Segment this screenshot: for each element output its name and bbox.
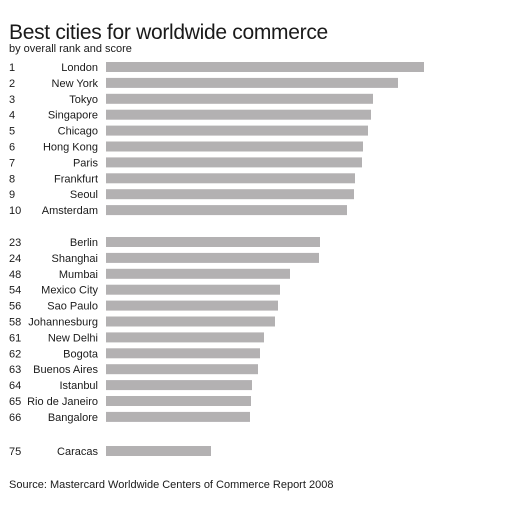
rank-label: 62: [9, 348, 21, 360]
rank-label: 4: [9, 110, 15, 122]
city-label: Buenos Aires: [33, 364, 98, 376]
rank-label: 3: [9, 94, 15, 106]
bar: [106, 396, 251, 406]
bar: [106, 446, 211, 456]
city-label: Bogota: [63, 348, 99, 360]
city-label: New York: [52, 78, 99, 90]
chart-subtitle: by overall rank and score: [9, 43, 132, 55]
rank-label: 1: [9, 62, 15, 74]
chart-title: Best cities for worldwide commerce: [9, 21, 328, 44]
source-note: Source: Mastercard Worldwide Centers of …: [9, 479, 334, 491]
bar: [106, 173, 355, 184]
city-label: Mexico City: [41, 285, 98, 297]
city-label: Johannesburg: [28, 317, 98, 329]
rank-label: 61: [9, 332, 21, 344]
city-label: Amsterdam: [42, 205, 98, 217]
bar: [106, 205, 347, 216]
bar: [106, 364, 258, 375]
rank-label: 6: [9, 142, 15, 154]
rank-label: 7: [9, 157, 15, 169]
rank-label: 65: [9, 396, 21, 408]
bar: [106, 316, 275, 327]
bar: [106, 77, 398, 88]
city-label: Caracas: [57, 446, 98, 458]
city-label: Berlin: [70, 237, 98, 249]
city-label: London: [61, 62, 98, 74]
bar: [106, 109, 371, 120]
city-label: New Delhi: [48, 332, 98, 344]
city-label: Sao Paulo: [47, 301, 98, 313]
rank-label: 63: [9, 364, 21, 376]
city-label: Shanghai: [52, 253, 99, 265]
rank-label: 58: [9, 317, 21, 329]
rank-label: 54: [9, 285, 21, 297]
rank-label: 24: [9, 253, 21, 265]
rank-label: 8: [9, 173, 15, 185]
city-label: Bangalore: [48, 412, 98, 424]
city-label: Mumbai: [59, 269, 98, 281]
rank-label: 66: [9, 412, 21, 424]
bar: [106, 380, 252, 391]
bar: [106, 141, 363, 152]
rank-label: 23: [9, 237, 21, 249]
bar: [106, 157, 362, 168]
bar: [106, 348, 260, 359]
city-label: Tokyo: [69, 94, 98, 106]
bar: [106, 189, 354, 200]
rank-label: 5: [9, 126, 15, 138]
city-label: Hong Kong: [43, 142, 98, 154]
bar: [106, 300, 278, 311]
bar: [106, 237, 320, 247]
bar: [106, 93, 373, 104]
city-label: Singapore: [48, 110, 98, 122]
rank-label: 56: [9, 301, 21, 313]
rank-label: 10: [9, 205, 21, 217]
rank-label: 2: [9, 78, 15, 90]
bar: [106, 411, 250, 422]
bar: [106, 332, 264, 343]
rank-label: 75: [9, 446, 21, 458]
rank-label: 64: [9, 380, 21, 392]
city-label: Istanbul: [59, 380, 98, 392]
city-label: Seoul: [70, 189, 98, 201]
rank-label: 9: [9, 189, 15, 201]
rank-label: 48: [9, 269, 21, 281]
city-label: Paris: [73, 157, 99, 169]
bar: [106, 62, 424, 72]
bar: [106, 252, 319, 263]
city-label: Frankfurt: [54, 173, 98, 185]
city-label: Chicago: [58, 126, 98, 138]
city-label: Rio de Janeiro: [27, 396, 98, 408]
bar: [106, 268, 290, 279]
bar: [106, 284, 280, 295]
bar: [106, 125, 368, 136]
